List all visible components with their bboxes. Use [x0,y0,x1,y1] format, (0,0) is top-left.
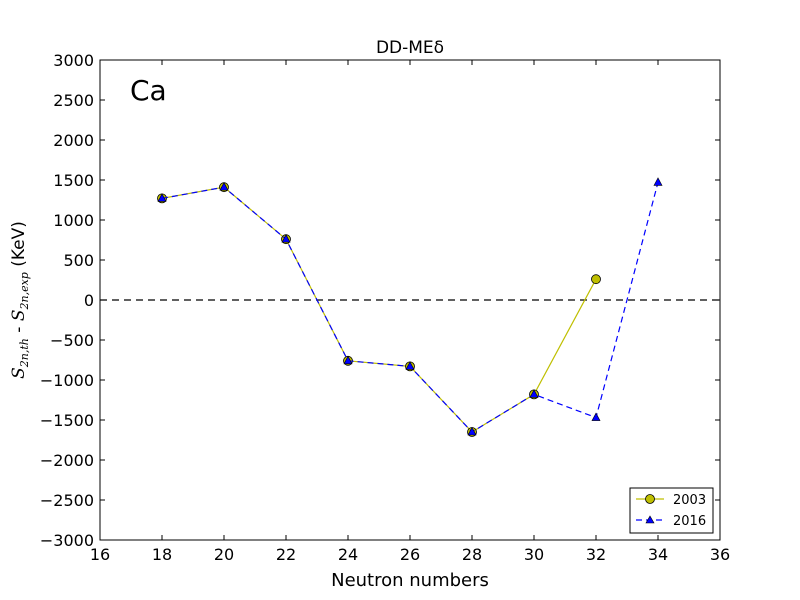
x-tick-label: 36 [710,545,730,564]
legend-label-2003: 2003 [673,493,706,508]
y-tick-label: 1000 [53,211,94,230]
y-tick-label: −2500 [40,491,94,510]
y-tick-label: −3000 [40,531,94,550]
x-axis-title: Neutron numbers [331,570,489,591]
x-tick-label: 26 [400,545,420,564]
chart-title: DD-MEδ [376,38,444,58]
y-tick-label: −500 [50,331,94,350]
y-tick-label: 2500 [53,91,94,110]
y-tick-label: 2000 [53,131,94,150]
legend-marker-2016 [645,515,655,524]
x-tick-label: 34 [648,545,668,564]
data-point-2003 [591,274,601,285]
element-label: Ca [130,74,167,107]
x-tick-label: 20 [214,545,234,564]
x-tick-label: 18 [152,545,172,564]
x-tick-label: 16 [90,545,110,564]
data-point-2016 [653,177,663,186]
data-point-2016 [281,234,291,243]
y-tick-label: 3000 [53,51,94,70]
y-axis-title-unit: (KeV) [9,221,29,272]
y-axis-title-sub1: 2n,th [18,338,31,368]
y-tick-label: −1500 [40,411,94,430]
data-point-2016 [157,193,167,202]
data-point-2016 [343,355,353,365]
data-point-2016 [219,182,229,191]
y-tick-label: 500 [63,251,94,270]
plot-area: 16 18 20 22 24 26 28 30 32 34 36 −3000 −2500 −2000 −15… [40,51,730,564]
y-tick-label: 1500 [53,171,94,190]
y-tick-label: −1000 [40,371,94,390]
data-point-2016 [591,412,601,421]
y-tick-label: −2000 [40,451,94,470]
data-point-2016 [405,361,415,370]
x-tick-label: 24 [338,545,358,564]
legend-box [629,487,714,534]
y-axis-title: S2n,th - S2n,exp (KeV) [9,221,31,379]
legend-marker-2003 [645,494,655,504]
y-tick-label: 0 [84,291,94,310]
legend: 2003 2016 [629,487,714,534]
data-point-2016 [467,426,477,436]
x-tick-label: 28 [462,545,482,564]
y-axis-title-s2: S [9,310,29,322]
x-tick-label: 30 [524,545,544,564]
y-axis-title-sub2: 2n,exp [18,272,31,310]
data-point-2016 [529,389,539,398]
y-axis-title-separator: - [9,321,29,338]
x-tick-label: 22 [276,545,296,564]
y-axis-title-s1: S [9,367,29,379]
x-tick-label: 32 [586,545,606,564]
plot-frame [99,59,721,541]
legend-label-2016: 2016 [673,514,706,529]
